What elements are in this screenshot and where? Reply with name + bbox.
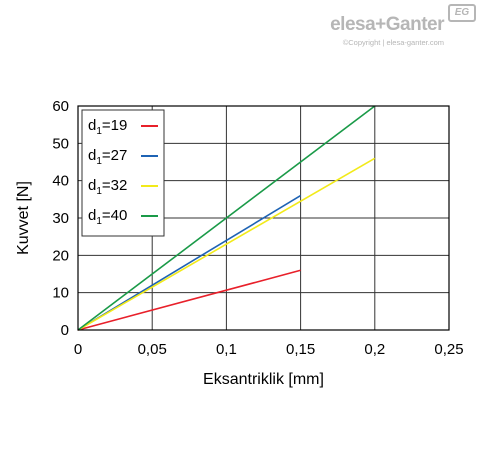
brand-logo: elesa+Ganter EG ©Copyright | elesa-gante… (278, 4, 478, 54)
x-tick-label: 0,05 (138, 341, 167, 358)
y-tick-label: 40 (52, 173, 69, 190)
y-tick-label: 30 (52, 210, 69, 227)
x-tick-labels: 0 0,05 0,1 0,15 0,2 0,25 (74, 341, 464, 358)
x-tick-label: 0,1 (216, 341, 237, 358)
y-tick-labels: 0 10 20 30 40 50 60 (52, 98, 69, 339)
y-tick-label: 0 (61, 322, 69, 339)
y-tick-label: 60 (52, 98, 69, 115)
legend-label: d1=19 (88, 117, 127, 137)
series-line-d1=19 (77, 269, 301, 331)
brand-badge: EG (448, 4, 476, 22)
x-tick-label: 0,2 (364, 341, 385, 358)
y-tick-label: 20 (52, 247, 69, 264)
y-tick-label: 50 (52, 135, 69, 152)
plot-frame (77, 105, 450, 331)
y-tick-label: 10 (52, 285, 69, 302)
legend-label: d1=27 (88, 147, 127, 167)
y-axis-label: Kuvvet [N] (15, 181, 32, 255)
x-tick-label: 0 (74, 341, 82, 358)
legend-label: d1=32 (88, 177, 127, 197)
series-line-d1=32 (77, 157, 376, 331)
series-line-d1=40 (77, 105, 376, 331)
series-line-d1=27 (77, 194, 302, 331)
x-tick-label: 0,25 (434, 341, 463, 358)
copyright-text: ©Copyright | elesa-ganter.com (342, 38, 444, 47)
x-axis-label: Eksantriklik [mm] (203, 371, 324, 388)
legend: d1=19 d1=27 d1=32 d1=40 (81, 109, 165, 237)
x-tick-label: 0,15 (286, 341, 315, 358)
legend-label: d1=40 (88, 207, 127, 227)
series-lines (77, 105, 376, 331)
brand-name: elesa+Ganter (330, 14, 444, 35)
